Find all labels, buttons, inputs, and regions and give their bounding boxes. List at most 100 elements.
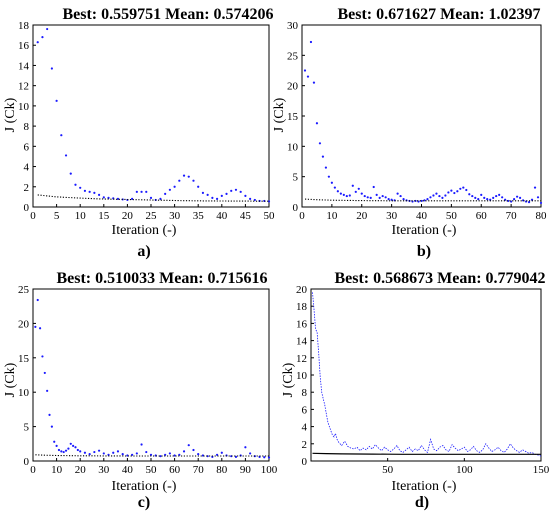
panel-d-ytick-label: 8 [302, 387, 308, 399]
panel-b-best-point [340, 193, 342, 195]
panel-b-best-point [519, 197, 521, 199]
panel-c-best-point [37, 299, 39, 301]
panel-b-best-point [468, 193, 470, 195]
panel-a-ytick-label: 8 [24, 121, 30, 133]
panel-c-ytick-label: 10 [18, 387, 30, 399]
panel-a-ytick-label: 6 [24, 141, 30, 153]
panel-b-best-point [537, 196, 539, 198]
panel-c-best-point [122, 453, 124, 455]
panel-c-best-point [67, 448, 69, 450]
panel-c-best-point [65, 450, 67, 452]
panel-b-best-point [483, 197, 485, 199]
panel-c-best-point [56, 445, 58, 447]
panel-c-best-point [192, 449, 194, 451]
panel-b-best-point [462, 186, 464, 188]
panel-a-xtick-label: 40 [216, 210, 228, 222]
panel-b-best-point [337, 190, 339, 192]
panel-c-xtick-label: 90 [240, 464, 252, 476]
panel-b-best-point [385, 196, 387, 198]
panel-b-best-point [382, 195, 384, 197]
panel-b-best-point [438, 195, 440, 197]
panel-c-best-point [93, 451, 95, 453]
panel-a-best-point [117, 198, 119, 200]
panel-d-ytick-label: 18 [296, 301, 308, 313]
panel-a-ytick-label: 14 [18, 60, 30, 72]
panel-b-best-point [513, 198, 515, 200]
panel-c-ylabel: J (Ck) [3, 362, 18, 397]
panel-c-best-point [63, 451, 65, 453]
panel-c-best-point [89, 453, 91, 455]
panel-c-ytick-label: 25 [18, 284, 30, 296]
panel-b-best-point [474, 197, 476, 199]
panel-b-ylabel: J (Ck) [272, 97, 287, 132]
panel-b-ytick-label: 30 [287, 20, 299, 32]
panel-c-best-point [79, 450, 81, 452]
panel-c-best-point [34, 326, 36, 328]
panel-c: Best: 0.510033 Mean: 0.715616 J (Ck) Ite… [3, 270, 278, 511]
panel-b-best-point [495, 195, 497, 197]
panel-c-best-point [72, 445, 74, 447]
panel-c-xtick-label: 80 [216, 464, 228, 476]
panel-a-ytick-label: 0 [24, 202, 30, 214]
panel-b-best-point [322, 156, 324, 158]
panel-a-xtick-label: 35 [193, 210, 205, 222]
panel-d-mean-line [313, 453, 542, 454]
panel-c-best-point [77, 449, 79, 451]
panel-c-best-point [188, 444, 190, 446]
panel-c-best-point [44, 372, 46, 374]
panel-d-label: d) [415, 494, 429, 511]
panel-d-ylabel: J (Ck) [281, 362, 296, 397]
panel-d-ytick-label: 2 [302, 439, 308, 451]
panel-c-xtick-label: 40 [122, 464, 134, 476]
panel-c-xtick-label: 0 [30, 464, 36, 476]
panel-a-best-point [46, 28, 48, 30]
panel-b-xtick-label: 40 [416, 210, 428, 222]
panel-b-best-point [471, 195, 473, 197]
panel-c-best-point [48, 414, 50, 416]
panel-a-best-point [240, 191, 242, 193]
panel-b-best-point [426, 198, 428, 200]
panel-b-best-point [450, 190, 452, 192]
panel-b-best-point [313, 82, 315, 84]
panel-a-best-point [164, 193, 166, 195]
panel-c-best-point [58, 449, 60, 451]
panel-a-xtick-label: 20 [122, 210, 134, 222]
panel-b-ytick-label: 10 [287, 141, 299, 153]
panel-a-xtick-label: 0 [30, 210, 36, 222]
panel-a-best-point [89, 191, 91, 193]
panel-a-best-point [140, 191, 142, 193]
panel-d-ytick-label: 4 [302, 422, 308, 434]
panel-c-best-point [98, 450, 100, 452]
panel-b-best-point [373, 186, 375, 188]
panel-c-best-point [117, 450, 119, 452]
panel-b-best-point [343, 194, 345, 196]
panel-a-ytick-label: 18 [18, 20, 30, 32]
panel-c-best-point [53, 441, 55, 443]
panel-a-ytick-label: 10 [18, 101, 30, 113]
panel-c-ytick-label: 15 [18, 353, 30, 365]
panel-a-best-point [207, 194, 209, 196]
panel-b-best-point [355, 191, 357, 193]
panel-a-best-point [84, 190, 86, 192]
panel-b-best-point [331, 182, 333, 184]
panel-a-xtick-label: 50 [264, 210, 276, 222]
panel-b-best-point [310, 41, 312, 43]
panel-b-xtick-label: 50 [446, 210, 458, 222]
panel-b-best-point [379, 197, 381, 199]
panel-b-best-point [441, 197, 443, 199]
panel-b-best-point [429, 196, 431, 198]
panel-c-best-point [84, 452, 86, 454]
panel-a-best-point [93, 192, 95, 194]
panel-c-best-point [169, 452, 171, 454]
panel-a-best-point [169, 189, 171, 191]
panel-a-best-point [41, 36, 43, 38]
panel-a-best-point [56, 100, 58, 102]
panel-a-best-point [225, 193, 227, 195]
panel-a-best-point [244, 195, 246, 197]
panel-c-best-point [244, 446, 246, 448]
panel-b-frame [302, 25, 541, 207]
panel-c-best-point [140, 443, 142, 445]
panel-a-best-point [249, 198, 251, 200]
panel-b-best-point [480, 194, 482, 196]
panel-b: Best: 0.671627 Mean: 1.02397 J (Ck) Iter… [272, 6, 547, 260]
